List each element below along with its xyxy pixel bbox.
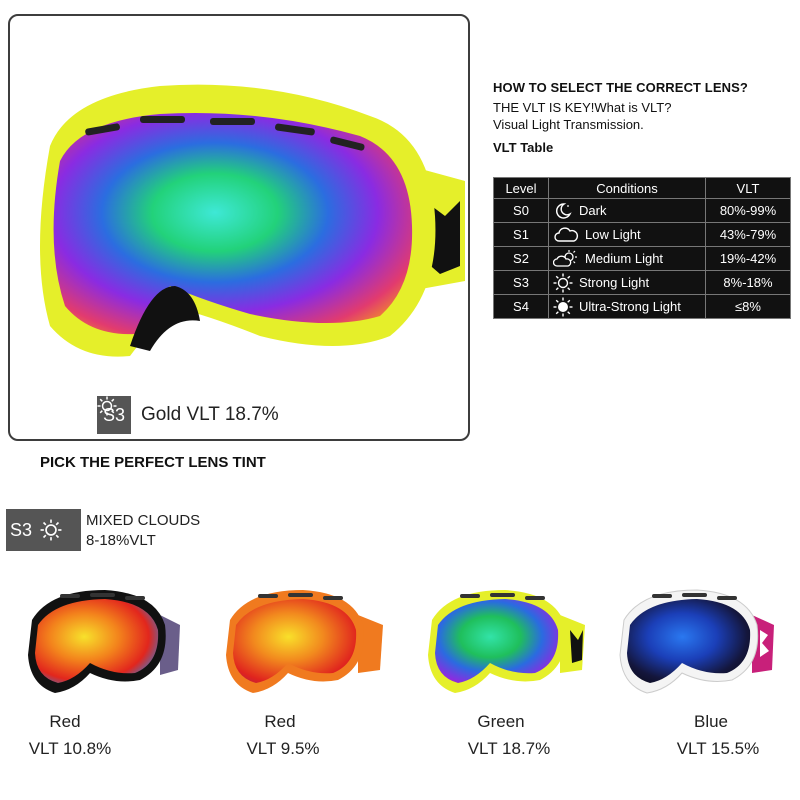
cloud-icon	[554, 226, 579, 242]
sun-icon	[97, 396, 117, 416]
product-3-color: Green	[477, 712, 525, 731]
moon-icon	[556, 202, 572, 219]
row-condition-cell: Ultra-Strong Light	[548, 294, 706, 319]
vlt-table: Level Conditions VLT S0 Dark 80%-99% S1 …	[493, 177, 791, 319]
product-3-vlt: VLT 18.7%	[467, 739, 551, 758]
mixed-line-2: 8-18%VLT	[86, 532, 156, 549]
header-level: Level	[493, 177, 549, 199]
product-image-green-yellow[interactable]	[420, 585, 590, 700]
row-level: S3	[493, 270, 549, 295]
row-level: S4	[493, 294, 549, 319]
row-condition-cell: Dark	[548, 198, 706, 223]
table-row: S0 Dark 80%-99%	[493, 198, 791, 223]
product-image-red-orange[interactable]	[218, 585, 388, 700]
row-condition: Ultra-Strong Light	[579, 299, 681, 314]
header-vlt: VLT	[705, 177, 791, 199]
table-row: S2 Medium Light 19%-42%	[493, 246, 791, 271]
row-level: S2	[493, 246, 549, 271]
row-condition: Medium Light	[585, 251, 664, 266]
vlt-table-header: Level Conditions VLT	[493, 177, 791, 199]
info-line-1: THE VLT IS KEY!What is VLT?	[493, 100, 672, 115]
row-vlt: 80%-99%	[705, 198, 791, 223]
goggle-hero-image	[40, 84, 465, 357]
row-vlt: 43%-79%	[705, 222, 791, 247]
mixed-level-label: S3	[10, 519, 33, 540]
bright-sun-icon	[553, 297, 573, 316]
table-row: S1 Low Light 43%-79%	[493, 222, 791, 247]
row-condition-cell: Low Light	[548, 222, 706, 247]
info-line-2: Visual Light Transmission.	[493, 117, 644, 132]
row-condition: Low Light	[585, 227, 641, 242]
product-4-vlt: VLT 15.5%	[676, 739, 760, 758]
vlt-info: HOW TO SELECT THE CORRECT LENS? THE VLT …	[493, 80, 793, 155]
hero-product-frame: S3 Gold VLT 18.7%	[8, 14, 470, 441]
product-image-blue-white[interactable]	[612, 585, 782, 700]
row-vlt: ≤8%	[705, 294, 791, 319]
row-condition: Dark	[579, 203, 607, 218]
hero-level-label: S3	[103, 404, 126, 425]
product-1-vlt: VLT 10.8%	[28, 739, 112, 758]
sun-cloud-icon	[553, 249, 577, 267]
product-2-color: Red	[264, 712, 296, 731]
row-level: S1	[493, 222, 549, 247]
info-heading: HOW TO SELECT THE CORRECT LENS?	[493, 80, 748, 95]
product-image-red-black[interactable]	[20, 585, 190, 700]
sun-icon	[553, 273, 573, 292]
row-condition: Strong Light	[579, 275, 650, 290]
product-4-color: Blue	[693, 712, 729, 731]
header-conditions: Conditions	[548, 177, 706, 199]
section-title: PICK THE PERFECT LENS TINT	[40, 454, 266, 471]
table-row: S3 Strong Light 8%-18%	[493, 270, 791, 295]
mixed-line-1: MIXED CLOUDS	[86, 512, 201, 529]
hero-caption: Gold VLT 18.7%	[141, 404, 279, 425]
mixed-level-badge: S3	[6, 509, 81, 551]
row-vlt: 8%-18%	[705, 270, 791, 295]
product-2-vlt: VLT 9.5%	[246, 739, 320, 758]
mixed-clouds-text: MIXED CLOUDS 8-18%VLT	[86, 511, 200, 551]
table-row: S4 Ultra-Strong Light ≤8%	[493, 294, 791, 319]
sun-icon	[40, 519, 62, 541]
row-condition-cell: Medium Light	[548, 246, 706, 271]
vlt-table-title: VLT Table	[493, 140, 554, 155]
row-level: S0	[493, 198, 549, 223]
hero-level-badge: S3	[97, 396, 132, 434]
product-1-color: Red	[49, 712, 81, 731]
row-condition-cell: Strong Light	[548, 270, 706, 295]
row-vlt: 19%-42%	[705, 246, 791, 271]
